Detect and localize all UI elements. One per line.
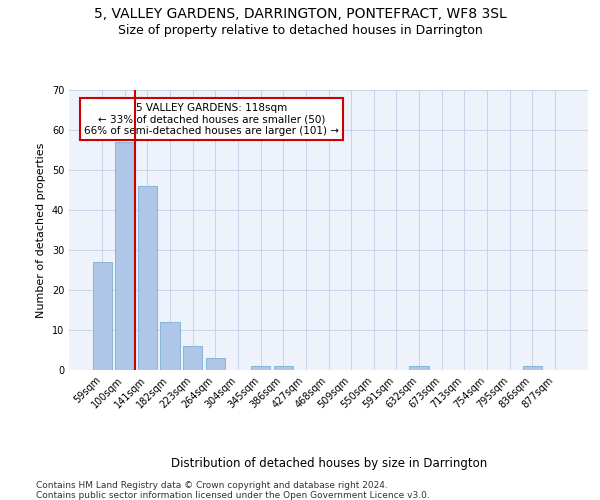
Text: Contains HM Land Registry data © Crown copyright and database right 2024.: Contains HM Land Registry data © Crown c…: [36, 481, 388, 490]
Text: 5 VALLEY GARDENS: 118sqm
← 33% of detached houses are smaller (50)
66% of semi-d: 5 VALLEY GARDENS: 118sqm ← 33% of detach…: [84, 102, 339, 136]
Bar: [523, 366, 542, 370]
Text: Contains public sector information licensed under the Open Government Licence v3: Contains public sector information licen…: [36, 491, 430, 500]
Bar: [92, 262, 112, 370]
Text: 5, VALLEY GARDENS, DARRINGTON, PONTEFRACT, WF8 3SL: 5, VALLEY GARDENS, DARRINGTON, PONTEFRAC…: [94, 8, 506, 22]
Bar: [409, 366, 428, 370]
Y-axis label: Number of detached properties: Number of detached properties: [36, 142, 46, 318]
Text: Size of property relative to detached houses in Darrington: Size of property relative to detached ho…: [118, 24, 482, 37]
Bar: [160, 322, 180, 370]
Bar: [138, 186, 157, 370]
Text: Distribution of detached houses by size in Darrington: Distribution of detached houses by size …: [170, 458, 487, 470]
Bar: [183, 346, 202, 370]
Bar: [274, 366, 293, 370]
Bar: [251, 366, 270, 370]
Bar: [115, 142, 134, 370]
Bar: [206, 358, 225, 370]
